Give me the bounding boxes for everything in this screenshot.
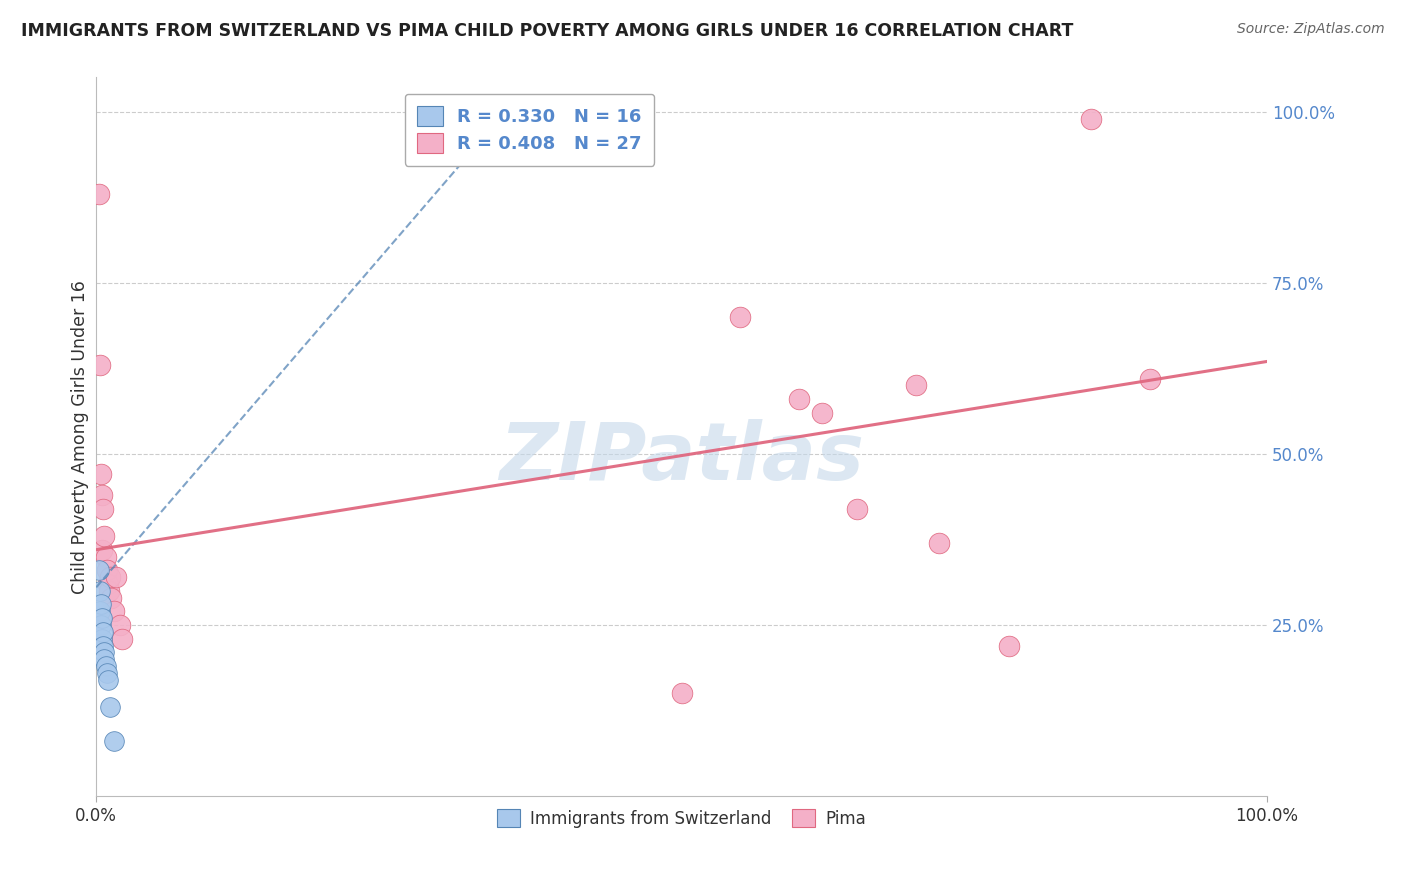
Point [108, 618, 131, 632]
Text: IMMIGRANTS FROM SWITZERLAND VS PIMA CHILD POVERTY AMONG GIRLS UNDER 16 CORRELATI: IMMIGRANTS FROM SWITZERLAND VS PIMA CHIL… [21, 22, 1073, 40]
Point [100, 591, 122, 605]
Point [904, 378, 927, 392]
Point [93, 645, 115, 659]
Point [97, 577, 120, 591]
Point [96, 665, 118, 680]
Point [105, 570, 128, 584]
Point [89, 583, 111, 598]
Point [728, 310, 751, 324]
Point [93, 529, 115, 543]
Point [91, 639, 114, 653]
Point [1080, 112, 1102, 126]
Point [87, 563, 110, 577]
Point [90, 618, 112, 632]
Point [89, 358, 111, 372]
Point [846, 501, 869, 516]
Point [103, 734, 125, 748]
Point [91, 542, 114, 557]
Point [111, 632, 134, 646]
Point [90, 598, 112, 612]
Point [93, 652, 115, 666]
Point [91, 501, 114, 516]
Point [91, 624, 114, 639]
Text: Source: ZipAtlas.com: Source: ZipAtlas.com [1237, 22, 1385, 37]
Legend: Immigrants from Switzerland, Pima: Immigrants from Switzerland, Pima [491, 803, 873, 835]
Point [103, 604, 125, 618]
Point [90, 467, 112, 482]
Point [787, 392, 810, 406]
Point [89, 604, 111, 618]
Point [94, 659, 117, 673]
Point [91, 632, 114, 646]
Point [91, 488, 114, 502]
Point [98, 700, 121, 714]
Point [87, 186, 110, 201]
Point [1139, 371, 1161, 385]
Point [928, 536, 950, 550]
Point [998, 639, 1021, 653]
Point [98, 583, 121, 598]
Point [98, 570, 121, 584]
Point [811, 406, 834, 420]
Text: ZIPatlas: ZIPatlas [499, 419, 865, 498]
Point [94, 549, 117, 564]
Y-axis label: Child Poverty Among Girls Under 16: Child Poverty Among Girls Under 16 [72, 280, 89, 594]
Point [671, 686, 693, 700]
Point [96, 563, 118, 577]
Point [97, 673, 120, 687]
Point [91, 611, 114, 625]
